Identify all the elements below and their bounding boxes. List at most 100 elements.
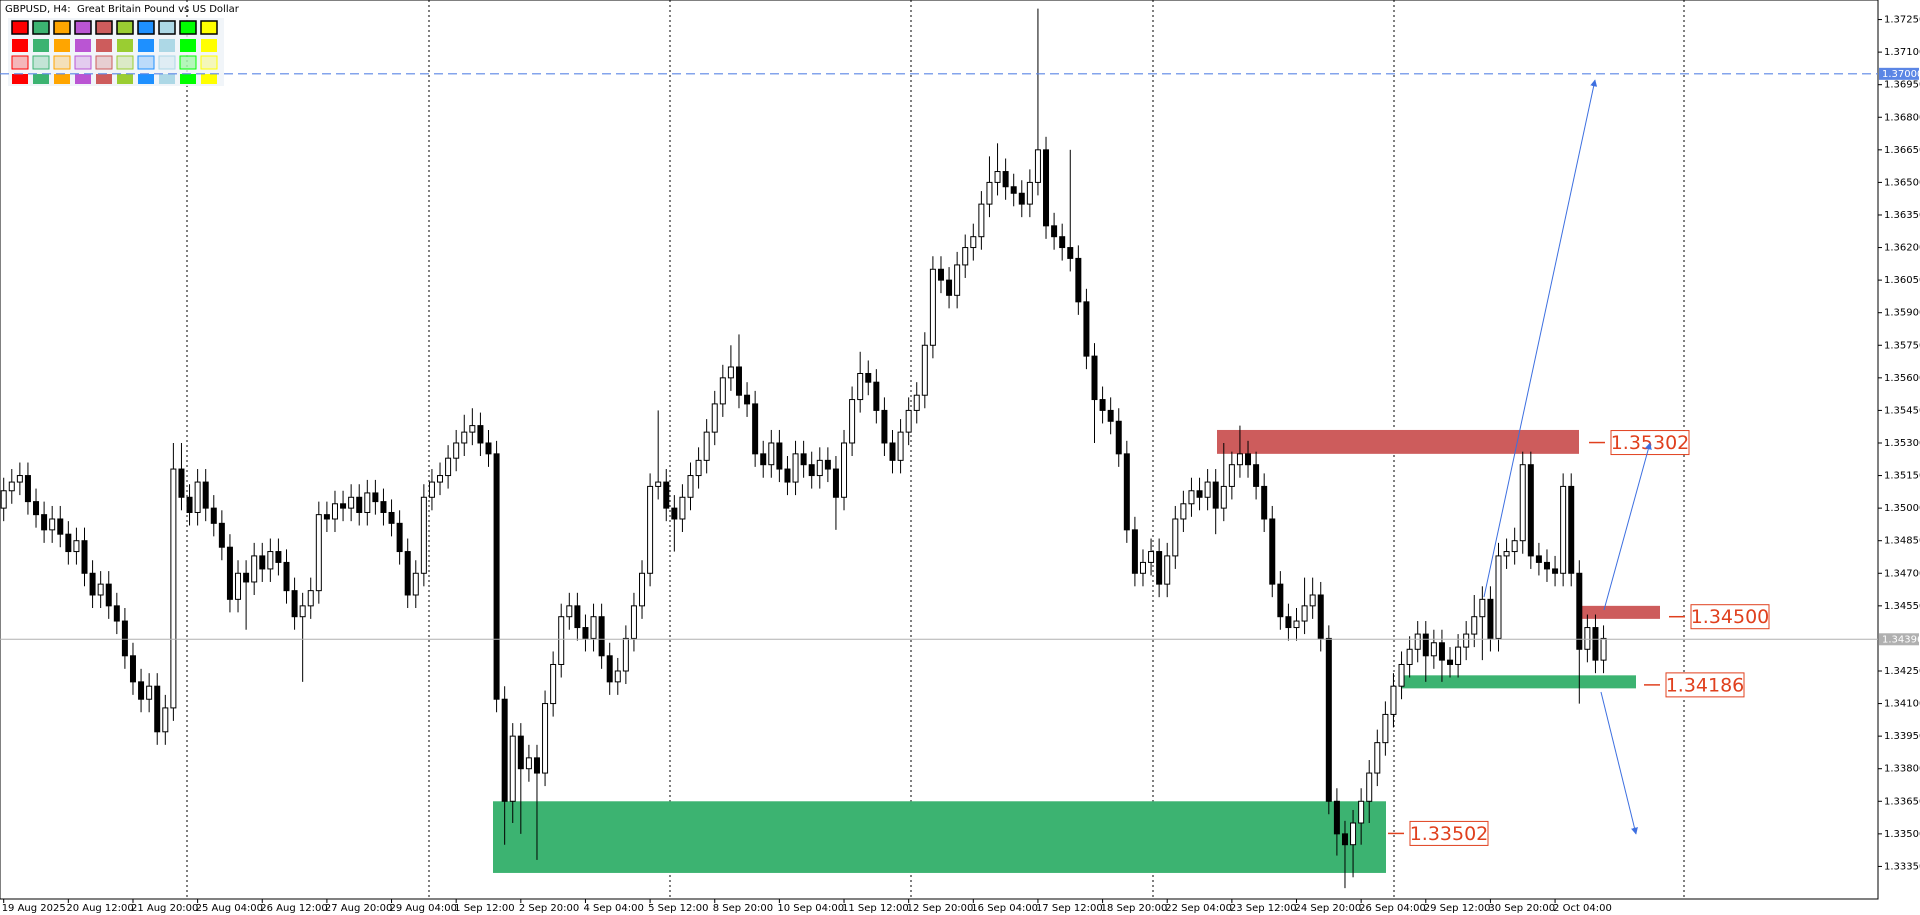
candle-body [970,236,977,249]
candle-body [824,459,831,470]
candle-body [331,503,338,520]
candle-body [881,409,888,444]
candle-body [154,685,161,733]
candle-body [65,533,72,553]
candle-body [259,555,266,570]
candle-body [251,555,258,583]
swatch [159,39,175,52]
candle-body [776,442,783,470]
candle-body [113,605,120,622]
candle-body [1503,551,1510,557]
swatch [33,39,49,52]
y-tick-label: 1.35750 [1884,340,1920,351]
swatch [75,74,91,84]
zone-label: 1.33502 [1410,823,1489,845]
swatch [138,74,154,84]
swatch [75,39,91,52]
y-tick-label: 1.35300 [1884,438,1920,449]
candle-body [1487,598,1494,639]
candle-body [1471,616,1478,635]
candle-body [1535,555,1542,563]
candle-body [1568,485,1575,574]
candle-body [816,459,823,477]
candle-body [73,540,80,553]
swatch [200,20,218,35]
candle-body [606,655,613,683]
candle-body [1576,572,1583,650]
candle-body [218,522,225,548]
candle-body [937,268,944,281]
candle-body [533,757,540,774]
swatch [117,39,133,52]
candle-body [121,620,128,657]
candle-body [663,481,670,509]
swatch [95,55,113,70]
candle-body [760,453,767,466]
candle-body [913,394,920,411]
candle-body [1333,800,1340,835]
x-tick-label: 24 Sep 20:00 [1295,903,1362,914]
candle-body [509,735,516,802]
y-tick-label: 1.36050 [1884,275,1920,286]
price-tag [1879,633,1919,646]
candle-body [1026,181,1033,205]
x-tick-label: 26 Sep 04:00 [1359,903,1426,914]
candle-body [1236,453,1243,466]
candle-body [1043,149,1050,227]
candle-body [235,572,242,600]
level-tag [1879,67,1919,80]
candle-body [380,501,387,513]
arrow [1483,79,1598,598]
swatch [33,74,49,84]
candle-body [1261,485,1268,520]
candle-body [1067,247,1074,259]
y-tick-label: 1.33950 [1884,731,1920,742]
candle-body [978,203,985,238]
swatch [159,74,175,84]
swatch [96,74,112,84]
swatch [96,39,112,52]
candle-body [57,518,64,535]
zone [1217,429,1579,454]
x-tick-label: 1 Sep 12:00 [454,903,514,914]
candle-body [622,637,629,672]
x-tick-label: 22 Sep 04:00 [1165,903,1232,914]
y-tick-label: 1.36200 [1884,243,1920,254]
candle-body [711,403,718,433]
candle-body [24,475,31,503]
plot-area [0,0,1879,900]
candle-body [105,583,112,607]
candle-body [97,583,104,596]
x-tick-label: 26 Aug 12:00 [260,903,327,914]
candle-body [647,485,654,574]
y-tick-label: 1.33800 [1884,764,1920,775]
candle-body [210,507,217,524]
candle-body [1374,742,1381,774]
candle-body [243,572,250,583]
candle-body [493,453,500,700]
y-tick-label: 1.36950 [1884,80,1920,91]
candle-body [792,453,799,483]
candle-body [954,264,961,296]
candle-body [1002,171,1009,188]
candle-body [1285,616,1292,629]
zone [493,801,1386,873]
candle-body [1051,225,1058,238]
candle-body [1366,772,1373,802]
candle-body [194,481,201,513]
zone [1402,675,1636,689]
candle-body [1123,453,1130,531]
candle-body [299,605,306,618]
candle-body [994,171,1001,183]
swatch [138,39,154,52]
swatch [74,20,92,35]
x-tick-label: 29 Sep 12:00 [1424,903,1491,914]
candle-body [138,681,145,700]
candle-body [1398,663,1405,687]
x-tick-label: 11 Sep 12:00 [842,903,909,914]
candles [0,8,1607,889]
candle-body [1317,594,1324,639]
candle-body [1414,633,1421,650]
candle-body [1341,833,1348,846]
